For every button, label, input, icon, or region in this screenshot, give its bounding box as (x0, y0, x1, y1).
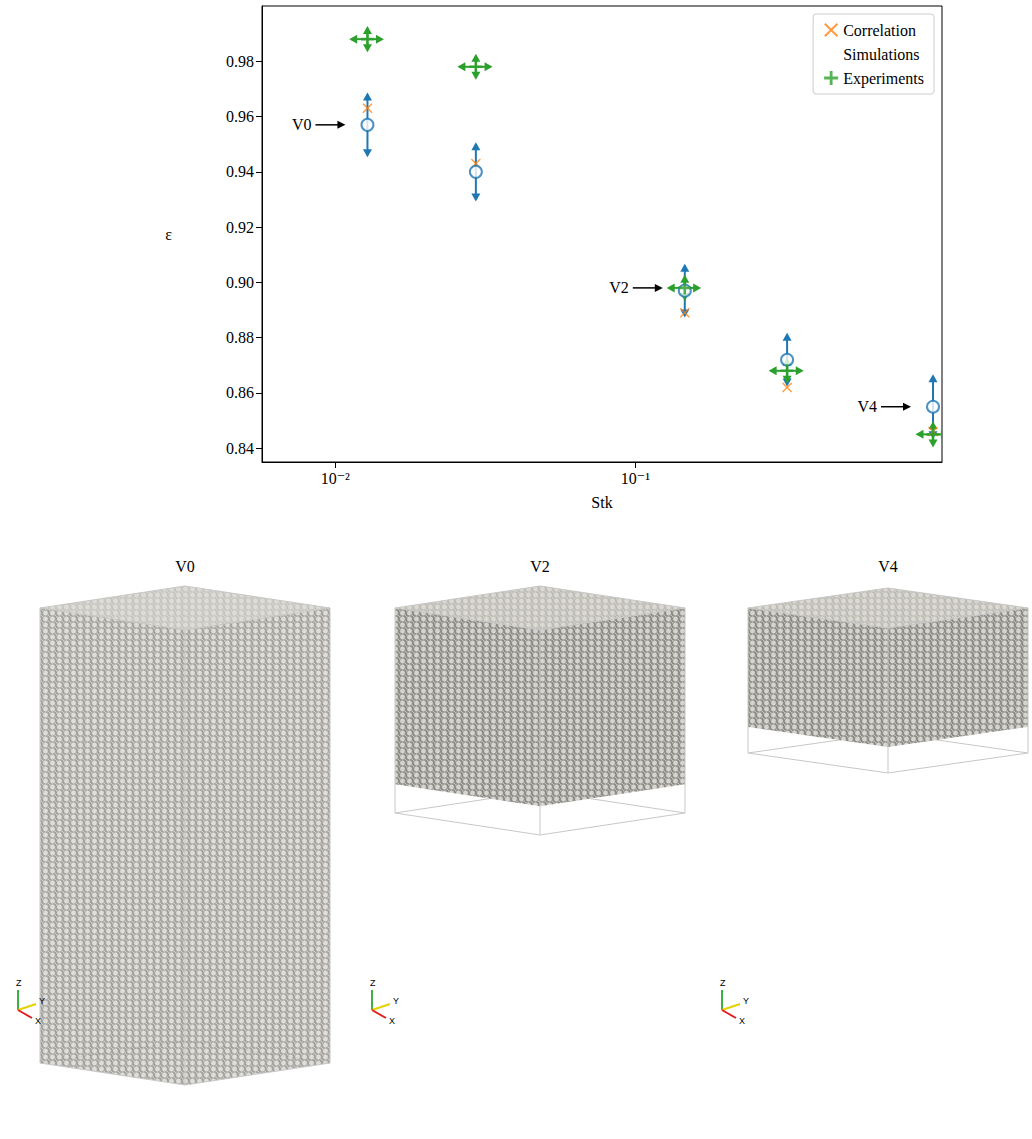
svg-text:Stk: Stk (591, 494, 612, 511)
svg-text:0.90: 0.90 (226, 274, 254, 291)
svg-text:0.98: 0.98 (226, 53, 254, 70)
svg-text:Correlation: Correlation (843, 22, 916, 39)
svg-text:Y: Y (39, 996, 45, 1006)
svg-text:0.88: 0.88 (226, 329, 254, 346)
svg-text:V4: V4 (878, 558, 898, 575)
svg-text:Z: Z (720, 978, 726, 988)
svg-text:0.94: 0.94 (226, 163, 254, 180)
svg-text:0.84: 0.84 (226, 440, 254, 457)
svg-text:Z: Z (370, 978, 376, 988)
svg-text:Experiments: Experiments (843, 70, 924, 88)
svg-text:V0: V0 (175, 558, 195, 575)
svg-text:X: X (389, 1016, 395, 1026)
svg-text:10⁻²: 10⁻² (321, 470, 350, 487)
svg-text:V2: V2 (609, 279, 629, 296)
svg-text:Y: Y (743, 996, 749, 1006)
svg-text:ε: ε (165, 226, 172, 243)
svg-text:0.86: 0.86 (226, 384, 254, 401)
svg-text:V2: V2 (530, 558, 550, 575)
svg-text:10⁻¹: 10⁻¹ (621, 470, 650, 487)
svg-text:0.92: 0.92 (226, 219, 254, 236)
svg-text:V4: V4 (857, 398, 877, 415)
svg-text:0.96: 0.96 (226, 108, 254, 125)
svg-text:X: X (35, 1016, 41, 1026)
svg-text:Y: Y (393, 996, 399, 1006)
svg-text:V0: V0 (292, 116, 312, 133)
svg-text:Z: Z (16, 978, 22, 988)
svg-text:X: X (739, 1016, 745, 1026)
svg-text:Simulations: Simulations (843, 46, 919, 63)
